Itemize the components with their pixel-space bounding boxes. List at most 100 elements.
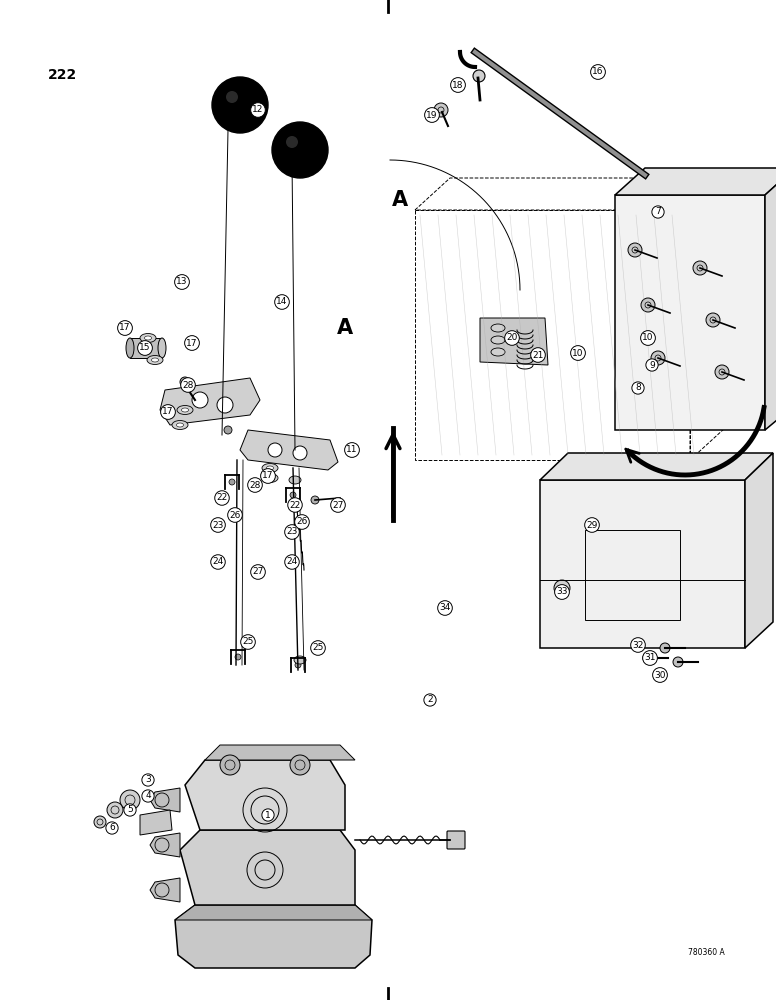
Circle shape [290,492,296,498]
Polygon shape [615,195,765,430]
Ellipse shape [151,358,158,362]
Text: 6: 6 [109,824,115,832]
Circle shape [229,479,235,485]
Circle shape [628,243,642,257]
Text: 12: 12 [252,105,264,114]
Text: 2: 2 [427,696,433,704]
Circle shape [293,446,307,460]
Text: 30: 30 [654,670,666,680]
Text: 24: 24 [213,558,223,566]
Circle shape [289,441,297,449]
Circle shape [235,654,241,660]
Circle shape [295,662,301,668]
Text: 33: 33 [556,587,568,596]
Circle shape [272,122,328,178]
Ellipse shape [158,338,166,358]
Circle shape [715,365,729,379]
Ellipse shape [126,338,134,358]
Polygon shape [175,905,372,920]
Circle shape [94,816,106,828]
Ellipse shape [177,406,193,414]
Text: 28: 28 [249,481,261,489]
Circle shape [268,443,282,457]
Text: 17: 17 [186,338,198,348]
Ellipse shape [289,476,301,484]
Text: 780360 A: 780360 A [688,948,725,957]
Ellipse shape [182,408,189,412]
Polygon shape [240,430,338,470]
Circle shape [226,91,238,103]
Polygon shape [480,318,548,365]
Text: 11: 11 [346,446,358,454]
Polygon shape [205,745,355,760]
Polygon shape [160,378,260,425]
Polygon shape [140,810,172,835]
Polygon shape [150,788,180,812]
Text: 22: 22 [289,500,300,510]
Text: 32: 32 [632,641,643,650]
Text: 26: 26 [230,510,241,520]
Polygon shape [180,830,355,905]
Circle shape [120,790,140,810]
Circle shape [192,392,208,408]
Circle shape [212,77,268,133]
Text: 17: 17 [120,324,130,332]
Text: 17: 17 [262,472,274,481]
Polygon shape [150,878,180,902]
Ellipse shape [491,336,505,344]
Ellipse shape [172,420,188,430]
Text: 8: 8 [635,383,641,392]
Text: 9: 9 [650,360,655,369]
Ellipse shape [147,356,163,364]
Text: 25: 25 [312,644,324,652]
Text: 3: 3 [145,776,151,784]
Circle shape [693,261,707,275]
Text: A: A [392,190,408,210]
Circle shape [217,397,233,413]
Text: 4: 4 [145,792,151,800]
Text: 27: 27 [332,500,344,510]
Text: 14: 14 [276,298,288,306]
Text: 23: 23 [286,528,298,536]
Text: 29: 29 [587,520,598,530]
Circle shape [290,755,310,775]
Circle shape [180,377,190,387]
Text: 10: 10 [572,349,584,358]
Ellipse shape [140,334,156,342]
Circle shape [706,313,720,327]
Ellipse shape [294,656,306,664]
Text: 28: 28 [182,380,194,389]
Circle shape [660,643,670,653]
Circle shape [673,657,683,667]
Circle shape [651,351,665,365]
Text: 27: 27 [252,568,264,576]
Ellipse shape [262,474,278,483]
Text: 17: 17 [162,408,174,416]
Circle shape [220,755,240,775]
Polygon shape [745,453,773,648]
Text: A: A [337,318,353,338]
Text: 16: 16 [592,68,604,77]
Circle shape [107,802,123,818]
Text: 24: 24 [286,558,298,566]
Polygon shape [185,760,345,830]
Text: 20: 20 [506,334,518,342]
Polygon shape [615,168,776,195]
Text: 15: 15 [139,344,151,353]
Text: 19: 19 [426,110,438,119]
Ellipse shape [491,348,505,356]
Text: 18: 18 [452,81,464,90]
Text: 21: 21 [532,351,544,360]
Ellipse shape [144,336,151,340]
Ellipse shape [491,324,505,332]
Text: 31: 31 [644,654,656,662]
Text: 7: 7 [655,208,661,217]
Text: 22: 22 [217,493,227,502]
Circle shape [286,136,298,148]
Polygon shape [540,480,745,648]
Circle shape [641,298,655,312]
Circle shape [434,103,448,117]
Polygon shape [175,905,372,968]
Polygon shape [130,338,162,358]
Ellipse shape [262,464,278,473]
